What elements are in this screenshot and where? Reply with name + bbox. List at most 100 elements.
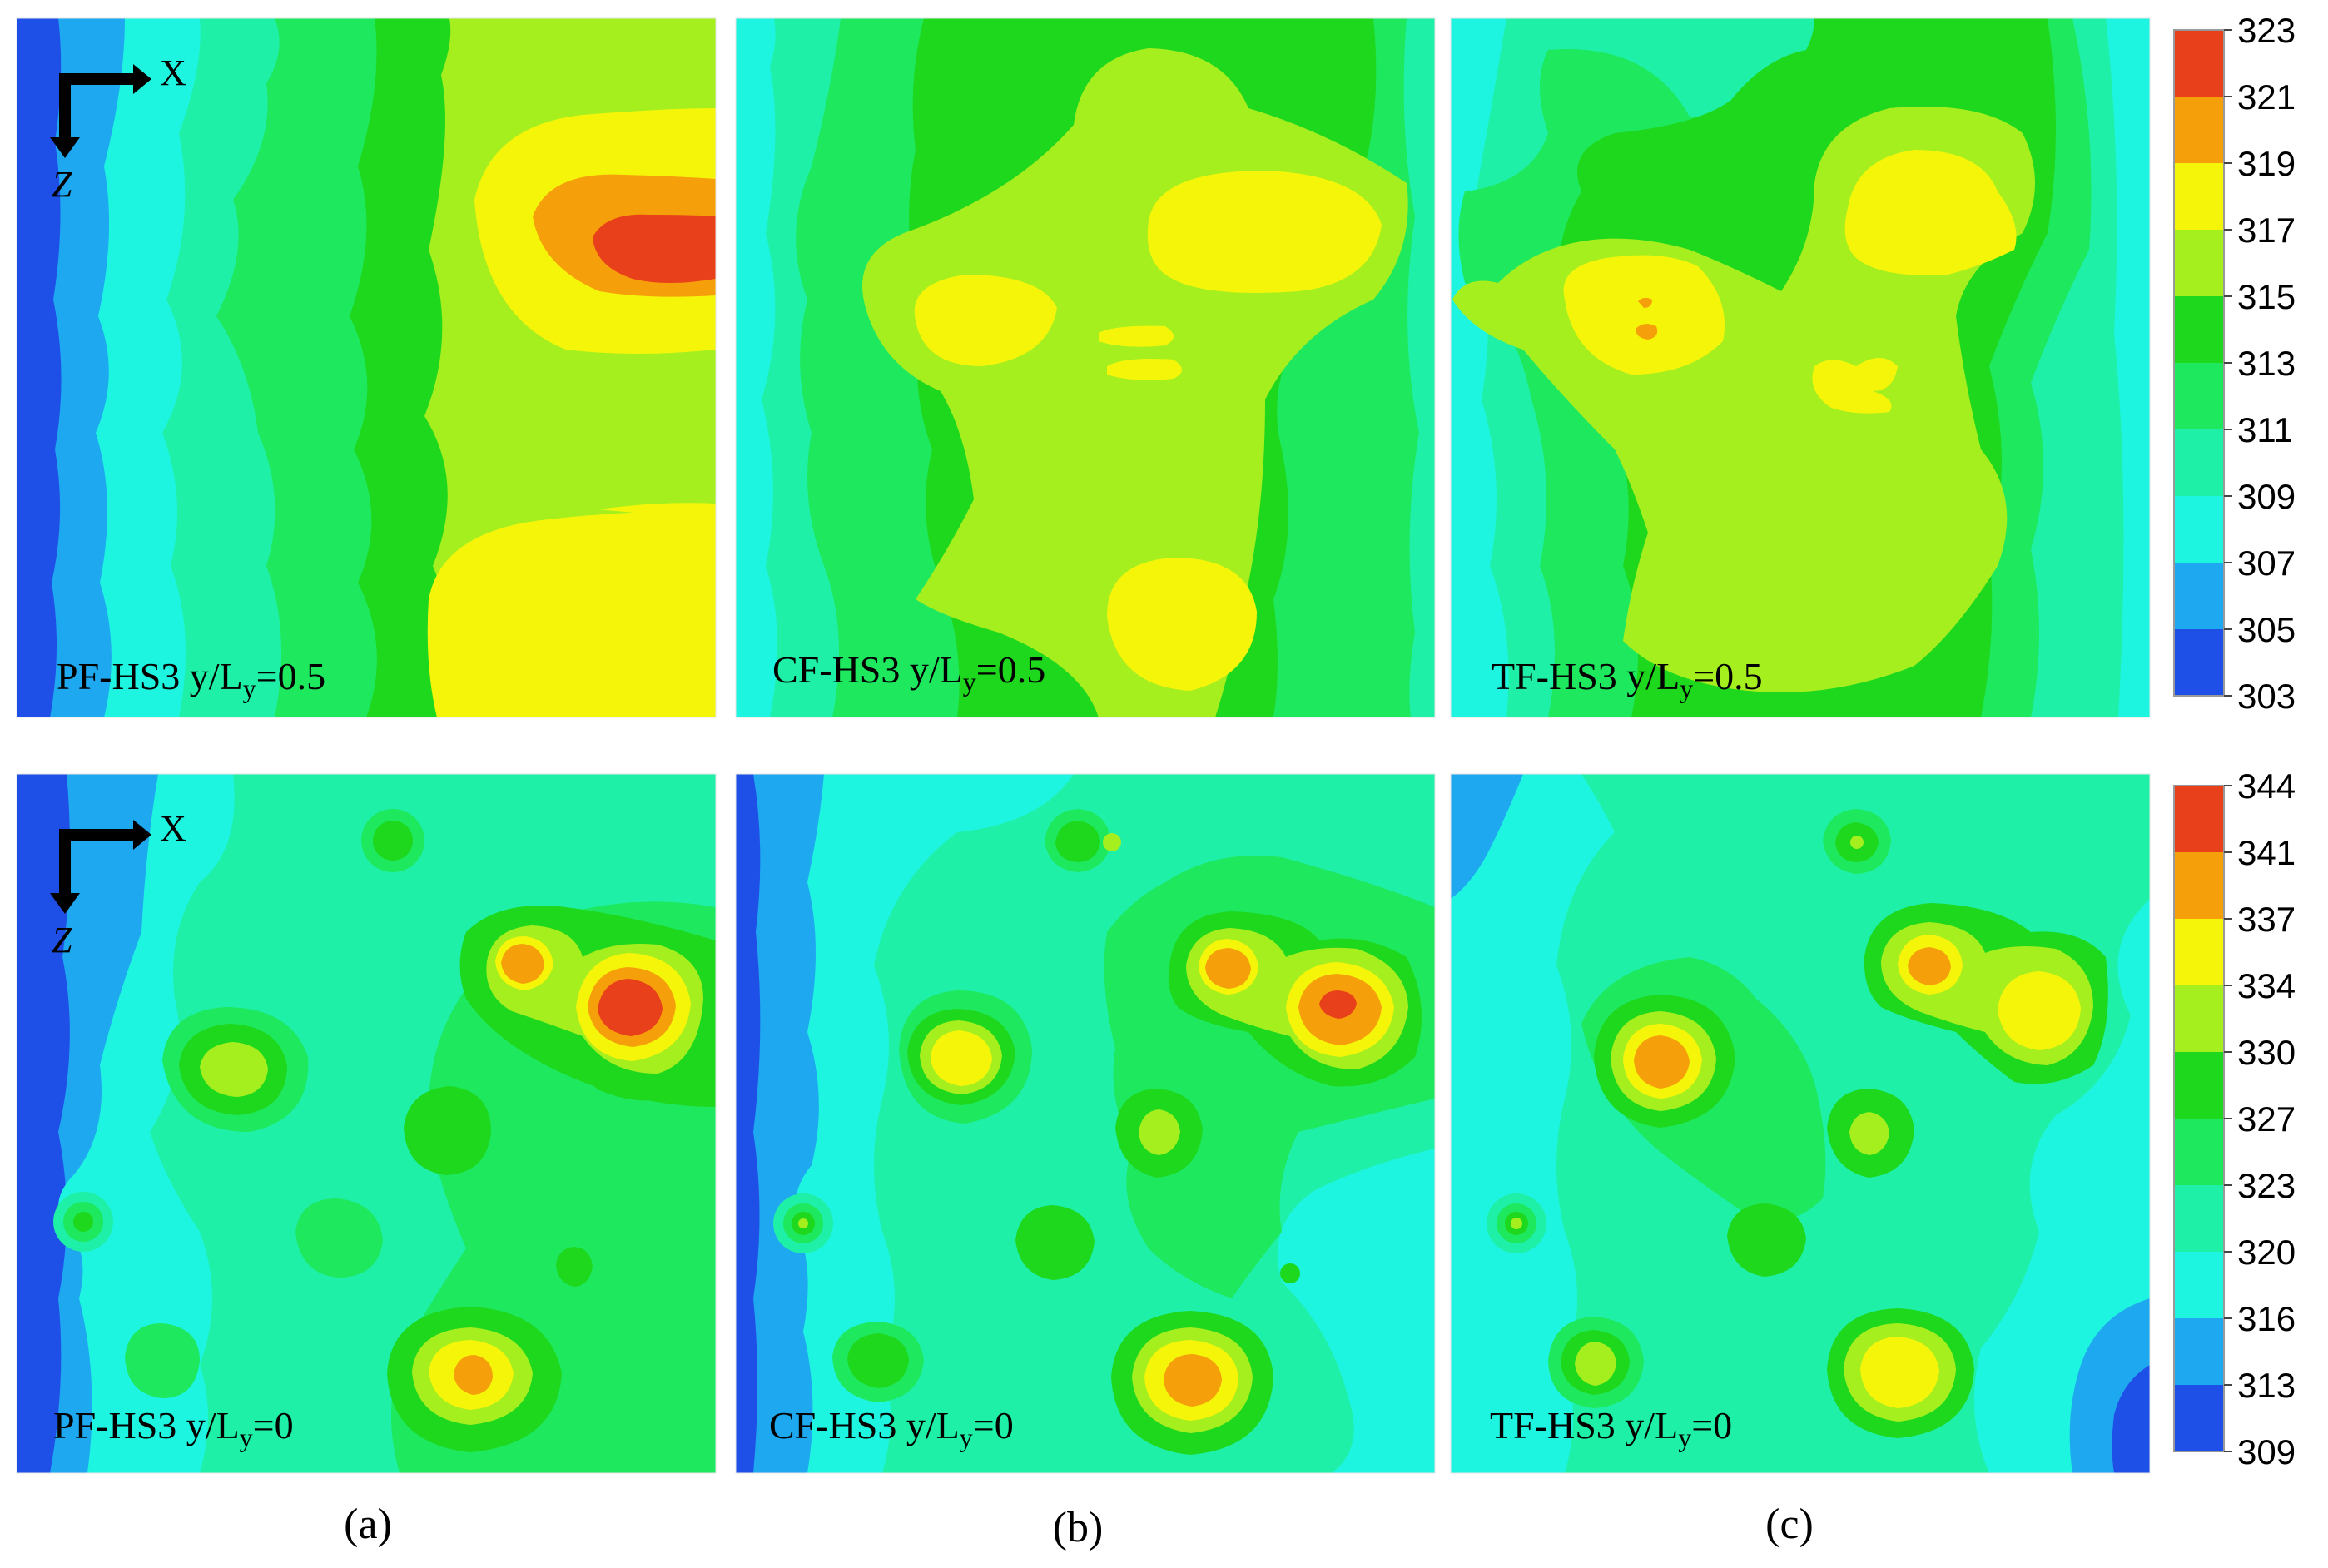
panel-frame: [1450, 773, 2151, 1474]
panel-label: TF-HS3 y/Ly=0: [1490, 1404, 1732, 1452]
contour-level: [1908, 947, 1951, 985]
colorbar-tick-label: 313: [2237, 1366, 2296, 1405]
panel-cf-top: [736, 18, 1435, 717]
colorbar-swatch: [2174, 786, 2224, 853]
column-labels: (a) (b) (c): [344, 1501, 1814, 1551]
colorbar-swatch: [2174, 629, 2224, 697]
arrow-z-icon: [50, 137, 80, 158]
contour-level: [1638, 297, 1652, 308]
panel-labels: PF-HS3 y/Ly=0.5 CF-HS3 y/Ly=0.5 TF-HS3 y…: [53, 648, 1763, 1452]
contour-level: [373, 821, 413, 861]
contour-level: [404, 1086, 491, 1175]
panel-pf-top: [17, 18, 716, 717]
panel-frame: [735, 17, 1436, 718]
colorbar-swatch: [2174, 1252, 2224, 1319]
contour-level: [593, 214, 716, 283]
contour-level: [1099, 325, 1174, 347]
column-label-c: (c): [1765, 1501, 1814, 1548]
colorbar-tick-label: 320: [2237, 1233, 2296, 1272]
colorbar-tick-label: 309: [2237, 1432, 2296, 1471]
contour-level: [1844, 150, 2017, 275]
contour-level: [1319, 990, 1357, 1019]
colorbar-swatch: [2174, 496, 2224, 563]
contour-level: [1015, 1205, 1095, 1280]
panel-label: CF-HS3 y/Ly=0: [769, 1404, 1014, 1452]
axis-x-label: X: [160, 52, 186, 93]
contour-level: [73, 1212, 93, 1232]
colorbar-tick-label: 323: [2237, 1166, 2296, 1205]
contour-level: [1139, 1109, 1180, 1155]
contour-level: [1634, 1035, 1690, 1089]
panel-label: CF-HS3 y/Ly=0.5: [772, 648, 1045, 697]
contour-level: [847, 1333, 909, 1388]
colorbar-swatch: [2174, 1052, 2224, 1119]
colorbar-tick-label: 323: [2237, 11, 2296, 50]
colorbar-swatch: [2174, 985, 2224, 1053]
contour-level: [1998, 971, 2081, 1050]
contour-level: [1563, 255, 1725, 375]
colorbar-tick-label: 319: [2237, 144, 2296, 183]
axis-arrow-icon: [59, 73, 133, 150]
colorbar-tick-label: 321: [2237, 77, 2296, 117]
contour-level: [1451, 18, 1498, 108]
contour-level: [1205, 948, 1251, 989]
colorbar-tick-label: 303: [2237, 677, 2296, 716]
contour-level: [1107, 558, 1257, 691]
panel-frame: [16, 17, 717, 718]
panel-frame: [16, 773, 717, 1474]
colorbar-tick-label: 309: [2237, 477, 2296, 516]
contour-level: [1164, 1354, 1222, 1407]
colorbar-tick-label: 344: [2237, 767, 2296, 806]
panel-pf-bottom: [17, 774, 716, 1473]
colorbar-tick-label: 311: [2237, 410, 2293, 449]
colorbar-swatch: [2174, 296, 2224, 364]
colorbar-swatch: [2174, 1119, 2224, 1186]
arrow-z-icon: [50, 893, 80, 914]
contour-level: [200, 1042, 268, 1097]
arrow-x-icon: [133, 820, 151, 850]
colorbar-swatch: [2174, 363, 2224, 430]
panel-label: PF-HS3 y/Ly=0: [53, 1404, 294, 1452]
colorbar-bottom: 344 341 337 334 330 327 323 320 316 313 309: [2173, 767, 2296, 1471]
panel-frame: [735, 773, 1436, 1474]
contour-level: [931, 1030, 992, 1086]
colorbar-swatch: [2174, 30, 2224, 97]
colorbar-tick-label: 317: [2237, 211, 2296, 250]
contour-level: [427, 511, 716, 717]
arrow-x-icon: [133, 64, 151, 94]
contour-level: [599, 503, 716, 515]
contour-level: [556, 1247, 593, 1287]
colorbar-tick-label: 316: [2237, 1299, 2296, 1338]
colorbar-swatch: [2174, 163, 2224, 231]
panel-tf-top: [1451, 18, 2150, 717]
contour-level: [1280, 1263, 1300, 1283]
colorbar-swatch: [2174, 1185, 2224, 1253]
axis-arrow-icon: [59, 829, 133, 906]
contour-level: [1511, 1218, 1522, 1229]
panel-frames: [16, 17, 2151, 1474]
contour-level: [501, 944, 544, 984]
colorbar-tick-label: 313: [2237, 344, 2296, 383]
panel-label: PF-HS3 y/Ly=0.5: [57, 655, 325, 703]
contour-level: [1055, 821, 1100, 862]
colorbar-swatch: [2174, 1318, 2224, 1386]
axis-indicator-top: X Z: [50, 52, 186, 205]
colorbar-swatch: [2174, 97, 2224, 164]
axis-z-label: Z: [52, 164, 72, 205]
contour-level: [1860, 1337, 1939, 1408]
axis-z-label: Z: [52, 920, 72, 960]
contour-level: [1103, 833, 1121, 851]
contour-level: [2112, 1365, 2150, 1473]
colorbar-swatch: [2174, 563, 2224, 630]
contour-level: [598, 979, 663, 1036]
axis-x-label: X: [160, 808, 186, 849]
contour-level: [1812, 358, 1898, 414]
contour-level: [914, 275, 1057, 366]
panel-tf-bottom: [1451, 774, 2150, 1473]
contour-level: [798, 1218, 808, 1228]
colorbar-swatch: [2174, 919, 2224, 986]
contour-level: [1147, 171, 1382, 293]
contour-level: [1107, 359, 1182, 380]
contour-level: [125, 1323, 200, 1398]
